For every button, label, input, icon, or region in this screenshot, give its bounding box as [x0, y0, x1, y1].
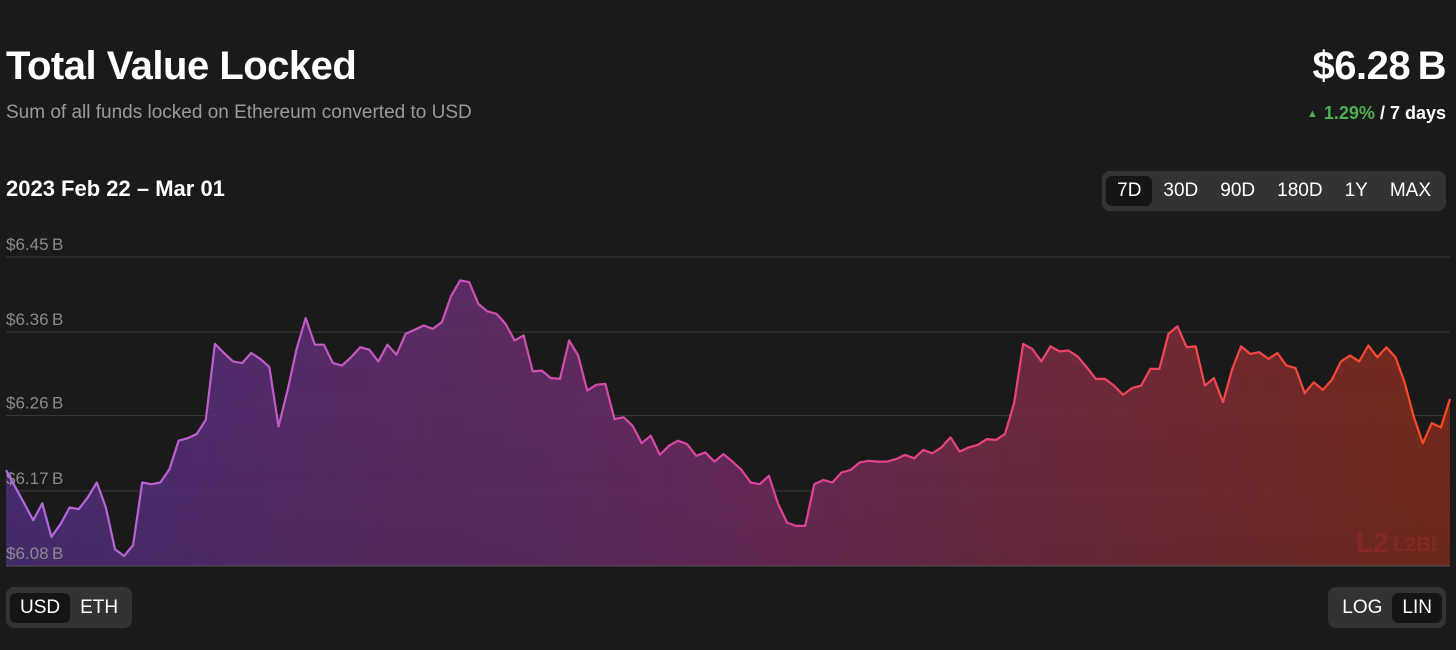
range-option-7d[interactable]: 7D [1106, 176, 1153, 206]
range-option-90d[interactable]: 90D [1220, 180, 1256, 201]
range-option-180d[interactable]: 180D [1277, 180, 1323, 201]
change-percent: 1.29% [1323, 103, 1375, 123]
scale-option-lin[interactable]: LIN [1392, 592, 1442, 623]
unit-option-usd[interactable]: USD [10, 592, 71, 623]
tvl-line [5, 279, 1452, 558]
time-range-selector: 7D 30D 90D 180D 1Y MAX [1102, 171, 1446, 211]
range-option-1y[interactable]: 1Y [1344, 180, 1368, 201]
date-range: 2023 Feb 22 – Mar 01 [6, 176, 225, 201]
y-tick-label: $6.26 B [6, 394, 63, 413]
unit-selector: USD ETH [6, 587, 133, 628]
tvl-change: ▲ 1.29% / 7 days [1307, 103, 1446, 124]
svg-text:L2: L2 [1356, 527, 1389, 558]
y-tick-label: $6.36 B [6, 310, 63, 329]
unit-option-eth[interactable]: ETH [80, 596, 119, 618]
range-option-max[interactable]: MAX [1389, 180, 1431, 201]
range-option-30d[interactable]: 30D [1163, 180, 1199, 201]
svg-text:L2BEAT: L2BEAT [1393, 534, 1436, 556]
y-tick-label: $6.08 B [6, 544, 63, 563]
tvl-chart: $6.08 B $6.17 B $6.26 B $6.36 B $6.45 B [5, 235, 1452, 567]
l2beat-logo: L2 L2BEAT [1356, 527, 1436, 558]
page-title: Total Value Locked [6, 44, 357, 88]
tvl-area [6, 280, 1450, 566]
scale-option-log[interactable]: LOG [1342, 596, 1383, 618]
change-period: / 7 days [1379, 103, 1446, 123]
trend-up-icon: ▲ [1307, 108, 1318, 120]
page-subtitle: Sum of all funds locked on Ethereum conv… [6, 102, 472, 123]
y-tick-label: $6.45 B [6, 235, 63, 254]
tvl-value: $6.28 B [1312, 44, 1447, 88]
y-tick-label: $6.17 B [6, 469, 63, 488]
scale-selector: LOG LIN [1328, 587, 1446, 628]
